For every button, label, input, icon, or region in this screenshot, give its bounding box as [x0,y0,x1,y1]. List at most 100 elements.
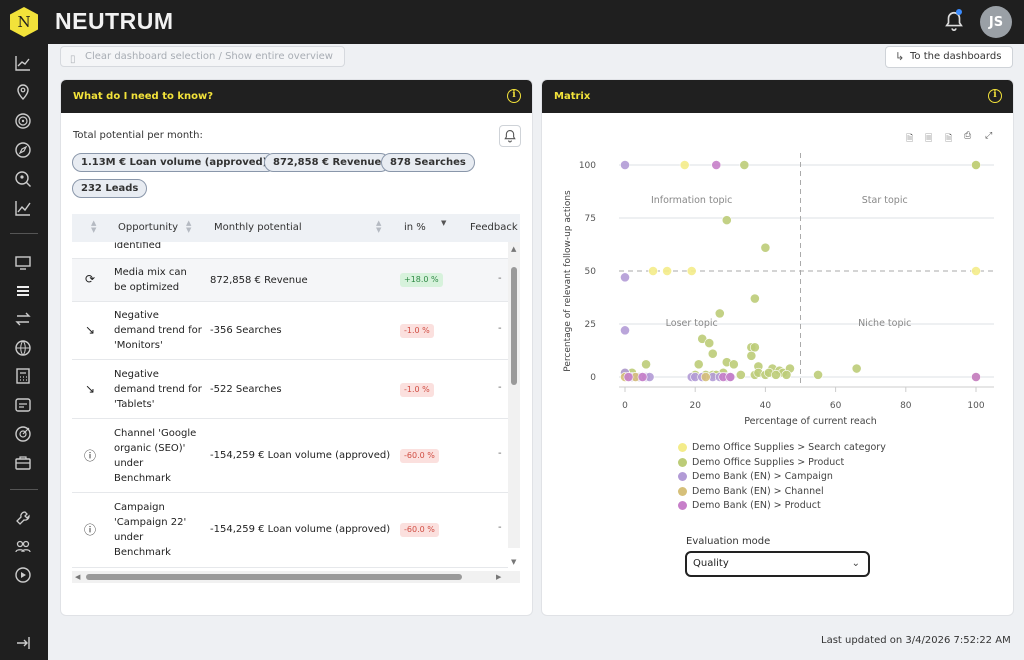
analytics-chart-icon[interactable] [14,54,32,72]
feedback-value[interactable]: - [498,448,502,459]
scatter-point[interactable] [662,266,673,276]
wrench-icon[interactable] [14,509,32,527]
scrollbar-thumb[interactable] [511,267,517,385]
scatter-point[interactable] [725,372,736,382]
y-axis-label: Percentage of relevant follow-up actions [563,190,573,372]
horizontal-scrollbar[interactable]: ◀ ▶ [72,571,520,583]
table-row[interactable]: ⓘ Channel 'Google organic (SEO)' under B… [72,419,508,493]
users-icon[interactable] [14,538,32,556]
column-header-monthly-potential[interactable]: Monthly potential [214,222,302,233]
scatter-point[interactable] [641,359,651,370]
export-pdf-icon[interactable]: 🗏 [925,134,933,144]
globe-icon[interactable] [14,339,32,357]
location-pin-icon[interactable] [14,83,32,101]
scatter-point[interactable] [746,350,757,361]
percent-badge: -1.0 % [400,324,434,338]
scrollbar-thumb[interactable] [86,574,462,580]
scatter-point[interactable] [648,266,658,276]
scatter-point[interactable] [739,160,750,170]
sort-icon[interactable]: ▲ ▼ [186,219,192,234]
scatter-point[interactable] [760,242,771,253]
scatter-point[interactable] [771,369,781,380]
opportunity-text: Negative demand trend for 'Monitors' [114,310,202,351]
transfer-icon[interactable] [14,310,32,328]
vertical-scrollbar[interactable]: ▲ ▼ [508,242,520,566]
to-dashboards-label: To the dashboards [910,51,1002,62]
scatter-point[interactable] [749,293,760,304]
top-bar: N NEUTRUM JS [0,0,1024,44]
scroll-right-arrow[interactable]: ▶ [496,573,502,581]
sidebar-divider [10,233,38,234]
target-icon[interactable] [14,112,32,130]
table-row[interactable]: ↘ Negative demand trend for 'Monitors' -… [72,302,508,360]
feedback-value[interactable]: - [498,522,502,533]
scatter-point[interactable] [735,369,746,380]
scatter-point[interactable] [728,359,739,370]
scatter-point[interactable] [749,342,760,353]
info-icon[interactable]: i [988,89,1002,103]
percent-badge: -60.0 % [400,523,439,537]
list-icon[interactable] [14,282,32,300]
scatter-point[interactable] [813,369,823,380]
scatter-point[interactable] [851,363,862,374]
scatter-point[interactable] [620,325,630,336]
table-row[interactable]: identified [72,242,508,259]
feedback-value[interactable]: - [498,273,502,284]
subscribe-bell-button[interactable] [499,125,521,147]
legend-label: Demo Office Supplies > Search category [692,442,886,453]
logo-icon[interactable]: N [10,7,38,37]
feedback-value[interactable]: - [498,382,502,393]
table-row[interactable]: ⟳ Media mix can be optimized 872,858 € R… [72,259,508,302]
briefcase-icon[interactable] [14,454,32,472]
scatter-point[interactable] [971,372,981,382]
info-icon[interactable]: i [507,89,521,103]
table-row[interactable]: ↘ Negative demand trend for 'Tablets' -5… [72,360,508,419]
clear-selection-button[interactable]: ▯ Clear dashboard selection / Show entir… [60,46,345,67]
column-header-in-percent[interactable]: in % [404,222,426,233]
x-tick-label: 20 [689,401,701,411]
scatter-point[interactable] [679,160,690,170]
scroll-down-arrow[interactable]: ▼ [511,558,517,566]
scatter-point[interactable] [721,215,732,226]
monitor-icon[interactable] [14,254,32,272]
sort-icon[interactable]: ▲ ▼ [376,219,382,234]
scatter-point[interactable] [623,372,634,382]
sort-desc-icon[interactable]: ▼ [441,219,447,227]
trend-chart-icon[interactable] [14,199,32,217]
scatter-point[interactable] [781,369,792,380]
text-box-icon[interactable] [14,396,32,414]
export-csv-icon[interactable]: 🗎 [945,134,953,144]
to-dashboards-button[interactable]: ↳ To the dashboards [885,46,1013,68]
scatter-point[interactable] [686,266,697,276]
compass-icon[interactable] [14,141,32,159]
feedback-value[interactable]: - [498,323,502,334]
fullscreen-icon[interactable]: ⤢ [985,131,993,141]
scatter-point[interactable] [620,160,630,170]
scatter-point[interactable] [971,160,981,170]
scatter-point[interactable] [711,160,722,170]
table-row[interactable]: ⓘ Campaign 'Campaign 22' under Benchmark… [72,493,508,568]
legend-label: Demo Bank (EN) > Channel [692,485,824,497]
calculator-icon[interactable] [14,367,32,385]
goal-icon[interactable] [14,425,32,443]
scroll-up-arrow[interactable]: ▲ [511,245,517,253]
scatter-point[interactable] [714,308,725,319]
scatter-point[interactable] [700,372,711,382]
column-header-feedback[interactable]: Feedback [470,222,518,233]
scatter-point[interactable] [620,272,630,283]
evaluation-mode-select[interactable]: Quality ⌄ [685,551,870,577]
logout-icon[interactable] [14,634,32,652]
export-png-icon[interactable]: 🗎 [906,134,914,144]
scatter-point[interactable] [707,348,718,359]
search-user-icon[interactable] [14,170,32,188]
print-icon[interactable]: ⎙ [964,131,972,141]
sort-icon[interactable]: ▲ ▼ [91,219,97,234]
play-circle-icon[interactable] [14,566,32,584]
scroll-left-arrow[interactable]: ◀ [75,573,81,581]
scatter-point[interactable] [637,372,648,382]
scatter-point[interactable] [704,338,715,348]
user-avatar[interactable]: JS [980,6,1012,38]
scatter-point[interactable] [693,359,704,370]
column-header-opportunity[interactable]: Opportunity [118,222,179,233]
scatter-point[interactable] [971,266,981,276]
